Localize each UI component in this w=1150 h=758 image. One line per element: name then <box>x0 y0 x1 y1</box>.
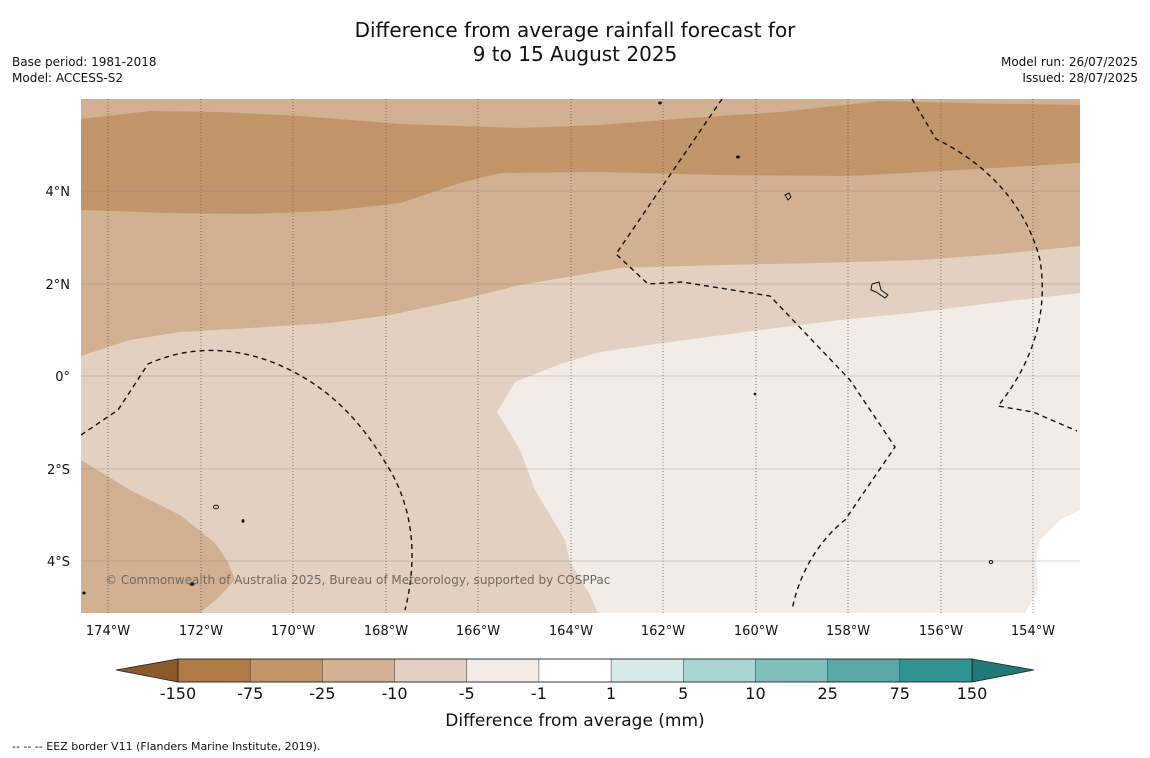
band-minus5-minus1 <box>497 293 1080 613</box>
islands <box>82 101 994 595</box>
lon-label: 156°W <box>919 624 963 639</box>
lon-label: 154°W <box>1011 624 1055 639</box>
colorbar-segment <box>538 658 612 683</box>
band-minus75-minus25 <box>81 99 1080 214</box>
base-period: Base period: 1981-2018 <box>12 55 157 69</box>
colorbar-extend-low <box>115 658 179 683</box>
colorbar-tick-label: 25 <box>817 684 837 703</box>
colorbar-segment <box>322 658 396 683</box>
colorbar-label: Difference from average (mm) <box>445 711 704 731</box>
meta-left: Base period: 1981-2018 Model: ACCESS-S2 <box>12 54 157 86</box>
colorbar-segment <box>177 658 251 683</box>
colorbar-tick-label: -5 <box>459 684 475 703</box>
lat-label: 4°N <box>46 185 71 200</box>
lon-label: 174°W <box>86 624 130 639</box>
colorbar-segment <box>755 658 829 683</box>
lat-label: 2°N <box>46 278 71 293</box>
lat-label: 2°S <box>47 463 70 478</box>
lon-label: 164°W <box>549 624 593 639</box>
colorbar-tick-label: 150 <box>957 684 988 703</box>
colorbar-segment <box>827 658 901 683</box>
title-line-1: Difference from average rainfall forecas… <box>354 18 796 42</box>
colorbar-tick-label: 5 <box>678 684 688 703</box>
model-name: Model: ACCESS-S2 <box>12 71 124 85</box>
colorbar-segment <box>683 658 757 683</box>
longitude-labels: 174°W 172°W 170°W 168°W 166°W 164°W 162°… <box>86 624 1055 639</box>
colorbar-extend-high <box>971 658 1035 683</box>
band-top-strip <box>81 99 1080 128</box>
title-line-2: 9 to 15 August 2025 <box>472 42 678 66</box>
band-minus1-plus1 <box>1025 510 1080 613</box>
graticule <box>81 99 1080 613</box>
map-title: Difference from average rainfall forecas… <box>0 18 1150 66</box>
latitude-labels: 4°N 2°N 0° 2°S 4°S <box>46 185 71 570</box>
lon-label: 162°W <box>641 624 685 639</box>
colorbar-segment <box>394 658 468 683</box>
colorbar-tick-label: -25 <box>309 684 335 703</box>
lon-label: 158°W <box>826 624 870 639</box>
colorbar-tick-label: -10 <box>381 684 407 703</box>
issued-date: Issued: 28/07/2025 <box>1022 71 1138 85</box>
lon-label: 170°W <box>271 624 315 639</box>
colorbar-frame <box>177 658 973 683</box>
meta-right: Model run: 26/07/2025 Issued: 28/07/2025 <box>1001 54 1138 86</box>
colorbar: -150 -75 -25 -10 -5 -1 1 5 10 25 75 150 Difference … <box>115 658 1035 731</box>
eez-footnote: -- -- -- EEZ border V11 (Flanders Marine… <box>12 740 321 753</box>
rainfall-anomaly-map: © Commonwealth of Australia 2025, Bureau… <box>81 99 1080 613</box>
colorbar-ticks: -150 -75 -25 -10 -5 -1 1 5 10 25 75 150 <box>160 684 987 703</box>
copyright-text: © Commonwealth of Australia 2025, Bureau… <box>105 573 610 587</box>
lon-label: 172°W <box>179 624 223 639</box>
colorbar-segment <box>249 658 324 683</box>
band-bottom-left <box>81 460 235 613</box>
eez-borders <box>81 99 1078 611</box>
colorbar-segment <box>466 658 540 683</box>
lat-label: 4°S <box>47 555 70 570</box>
lon-label: 166°W <box>456 624 500 639</box>
colorbar-tick-label: -75 <box>237 684 263 703</box>
colorbar-segment <box>610 658 685 683</box>
lon-label: 160°W <box>734 624 778 639</box>
lon-label: 168°W <box>364 624 408 639</box>
colorbar-segment <box>899 658 973 683</box>
colorbar-tick-label: -150 <box>160 684 196 703</box>
colorbar-tick-label: 10 <box>745 684 765 703</box>
colorbar-tick-label: -1 <box>531 684 547 703</box>
lat-label: 0° <box>55 370 70 385</box>
model-run: Model run: 26/07/2025 <box>1000 55 1138 69</box>
colorbar-tick-label: 1 <box>606 684 616 703</box>
colorbar-tick-label: 75 <box>890 684 910 703</box>
